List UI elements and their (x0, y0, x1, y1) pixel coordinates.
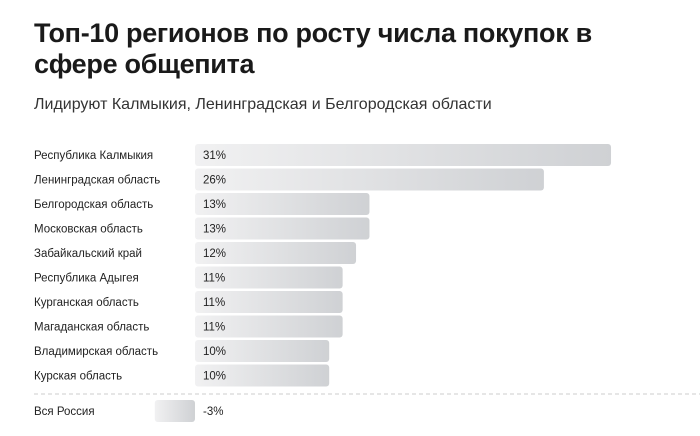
bar (195, 217, 370, 240)
category-label: Владимирская область (34, 346, 158, 358)
value-label: 13% (203, 224, 226, 236)
bar (195, 315, 343, 338)
bar (154, 400, 195, 422)
category-label: Вся Россия (34, 406, 95, 418)
bar (195, 144, 612, 166)
category-label: Московская область (34, 224, 143, 236)
value-label: 31% (203, 150, 226, 162)
bar (195, 340, 330, 362)
category-label: Ленинградская область (34, 175, 160, 187)
category-label: Забайкальский край (34, 248, 142, 260)
category-label: Курганская область (34, 297, 139, 309)
value-label: 26% (203, 175, 226, 187)
chart-title: Топ-10 регионов по росту числа покупок в… (34, 18, 592, 79)
value-label: 11% (203, 273, 225, 285)
bar (195, 168, 544, 191)
category-label: Республика Калмыкия (34, 150, 153, 162)
value-label: 10% (203, 371, 226, 383)
bar (195, 266, 343, 289)
value-label: 13% (203, 199, 226, 211)
bar (195, 242, 357, 264)
value-label: 12% (203, 248, 226, 260)
category-label: Белгородская область (34, 199, 153, 211)
chart-subtitle: Лидируют Калмыкия, Ленинградская и Белго… (34, 96, 492, 113)
category-label: Курская область (34, 371, 122, 383)
bar (195, 193, 370, 215)
value-label: 10% (203, 346, 226, 358)
category-label: Республика Адыгея (34, 273, 139, 285)
value-label: 11% (203, 322, 225, 334)
bar (195, 364, 330, 387)
bar (195, 291, 343, 313)
value-label: 11% (203, 297, 225, 309)
category-label: Магаданская область (34, 322, 149, 334)
value-label: -3% (203, 406, 223, 418)
